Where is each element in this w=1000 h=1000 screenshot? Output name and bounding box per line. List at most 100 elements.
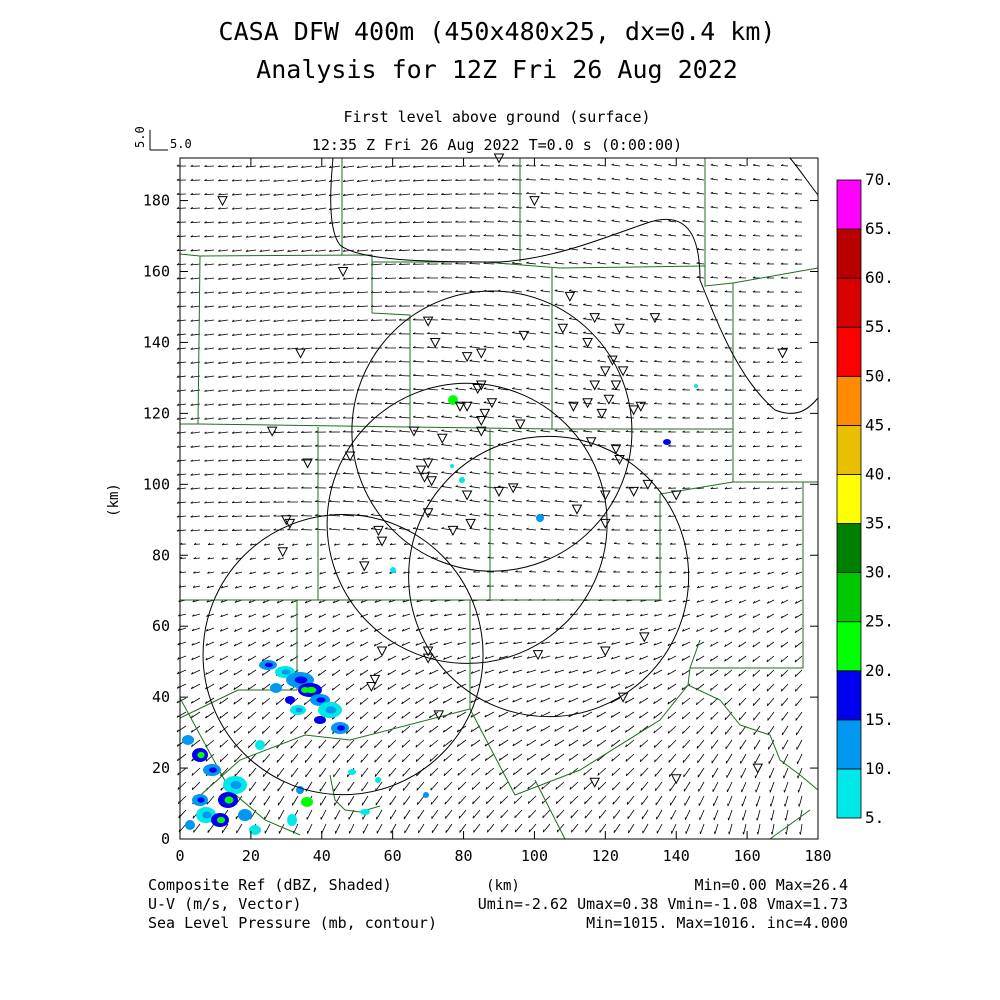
wind-vector-head [301,444,304,447]
wind-vector-head [441,262,444,265]
wind-vector-head [356,430,360,432]
wind-vector-head [342,179,346,182]
wind-vector [640,318,649,321]
wind-vector [248,641,257,647]
wind-vector [176,445,187,448]
wind-vector-head [190,347,194,350]
wind-vector-head [402,759,404,763]
wind-vector-head [387,643,390,647]
wind-vector-head [328,444,332,447]
wind-vector-head [342,388,346,391]
wind-vector-head [176,431,180,434]
wind-vector [190,235,201,238]
wind-vector-head [457,613,461,616]
wind-vector-head [328,221,332,224]
wind-vector-head [483,234,487,236]
wind-vector-head [568,373,572,376]
wind-vector [287,305,299,308]
wind-vector-head [511,178,515,181]
x-axis-ticks: 0 20 40 60 80 100 120 140 160 180 [175,158,832,865]
wind-vector-head [469,248,472,251]
wind-vector-head [724,402,728,405]
wind-vector [245,501,257,503]
wind-vector-head [259,375,263,378]
wind-vector-head [583,514,586,516]
wind-vector [259,333,271,336]
wind-vector-head [176,729,179,733]
wind-vector [205,739,215,748]
wind-vector-head [455,234,458,237]
wind-vector [248,739,257,749]
wind-vector [233,669,243,676]
y-tick-label: 100 [143,475,170,493]
wind-vector [554,402,565,405]
wind-vector [455,486,467,489]
wind-vector [304,753,313,763]
wind-vector-head [401,744,404,748]
wind-vector [696,739,705,749]
wind-vector-head [752,430,756,434]
wind-vector-head [412,276,416,279]
wind-vector [710,627,719,633]
wind-vector-head [541,613,545,616]
wind-vector [301,417,313,419]
wind-vector [399,235,411,238]
wind-vector [301,403,313,406]
wind-vector [771,809,775,821]
wind-vector-head [301,305,304,308]
wind-vector-head [696,233,700,236]
wind-vector-head [345,716,348,720]
wind-vector-head [319,543,323,546]
wind-vector [512,262,523,265]
wind-vector-head [455,276,458,278]
wind-vector-head [398,346,402,349]
wind-vector-head [387,687,390,690]
wind-vector [273,179,285,182]
wind-vector [640,781,649,791]
wind-vector [218,473,229,476]
wind-vector-head [795,586,798,590]
wind-vector-head [204,319,207,322]
wind-vector-head [427,401,430,404]
wind-vector [389,557,397,560]
wind-vector [711,571,719,575]
wind-vector [259,347,271,350]
wind-vector-head [318,644,321,647]
wind-vector-head [205,730,207,733]
wind-vector-head [738,673,740,677]
wind-vector-head [554,401,558,404]
wind-vector [245,291,257,294]
wind-vector-head [682,275,686,278]
wind-vector-head [314,472,318,475]
wind-vector-head [290,731,292,734]
wind-vector-head [287,305,290,308]
wind-vector [245,263,257,266]
wind-vector [458,809,467,819]
wind-vector-head [356,207,360,210]
wind-vector [711,557,719,560]
wind-vector [497,276,509,279]
wind-vector-head [176,459,180,462]
wind-vector-head [356,263,360,266]
wind-vector-head [682,346,685,348]
wind-vector [249,795,257,806]
wind-vector [556,613,565,616]
wind-vector [375,795,383,806]
wind-vector [597,473,607,475]
wind-vector-head [176,473,180,476]
wind-vector [219,655,229,661]
wind-vector [413,402,425,405]
wind-vector [343,249,355,252]
wind-vector [724,683,733,691]
wind-vector [176,235,187,238]
wind-vector [329,375,341,377]
wind-vector-head [597,401,600,404]
wind-vector-head [277,543,281,546]
wind-vector-head [710,205,714,208]
wind-vector [597,206,607,209]
wind-vector-head [315,249,318,252]
wind-vector [596,669,607,674]
wind-vector [654,318,663,321]
wind-vector [388,627,397,632]
station-marker [571,504,583,515]
